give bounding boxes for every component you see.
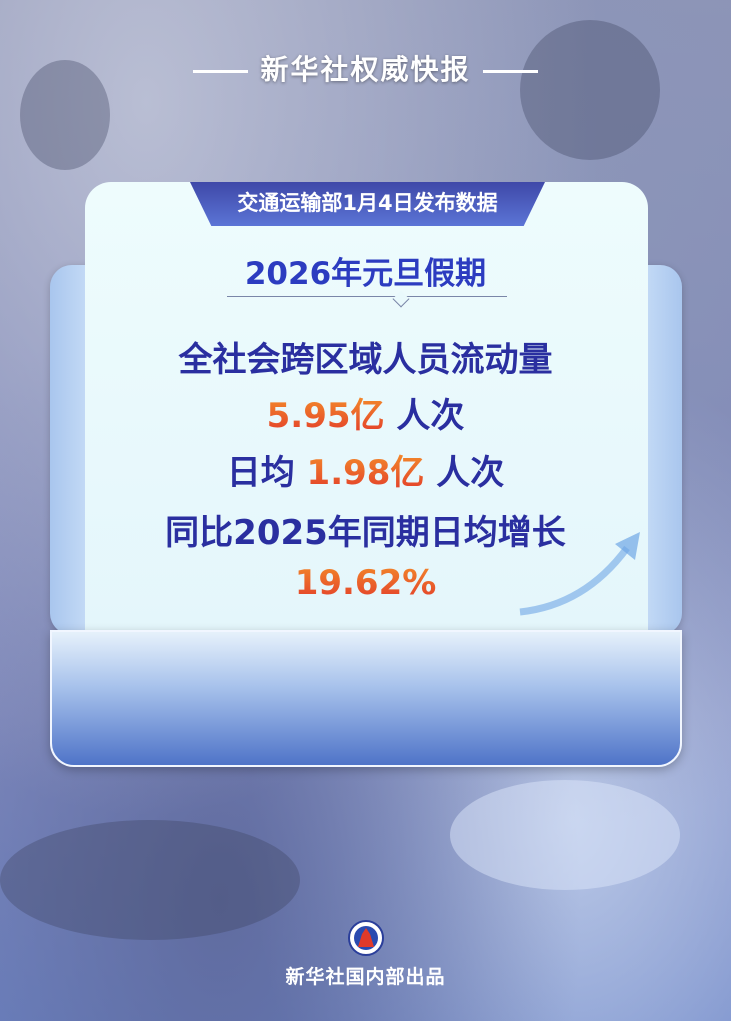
- stat-label: 全社会跨区域人员流动量: [178, 340, 553, 380]
- total-unit: 人次: [396, 396, 465, 436]
- source-badge: 交通运输部1月4日发布数据: [190, 182, 545, 226]
- stat-compare: 同比2025年同期日均增长: [165, 513, 566, 553]
- daily-value: 1.98亿: [306, 453, 425, 493]
- background-train: [450, 780, 680, 890]
- divider: [227, 296, 507, 297]
- stat-daily: 日均 1.98亿 人次: [0, 445, 731, 494]
- header-dash-right: [482, 69, 538, 73]
- background-crowd: [0, 820, 300, 940]
- header-dash-left: [193, 69, 249, 73]
- background-crowd: [20, 60, 110, 170]
- header-title: 新华社权威快报: [260, 53, 471, 86]
- stat-total: 5.95亿 人次: [0, 388, 731, 437]
- footer-credit: 新华社国内部出品: [285, 966, 446, 988]
- xinhua-logo-icon: [348, 920, 384, 956]
- growth-value: 19.62%: [294, 563, 437, 603]
- daily-prefix: 日均: [226, 453, 295, 493]
- daily-unit: 人次: [436, 453, 505, 493]
- growth-arrow-icon: [519, 532, 640, 616]
- total-value: 5.95亿: [266, 396, 385, 436]
- info-card: [85, 182, 648, 637]
- bottom-box: [50, 630, 682, 767]
- header: 新华社权威快报: [0, 48, 731, 88]
- background-crowd: [520, 20, 660, 160]
- stat-growth: 19.62%: [0, 563, 731, 603]
- holiday-title: 2026年元旦假期: [244, 256, 487, 292]
